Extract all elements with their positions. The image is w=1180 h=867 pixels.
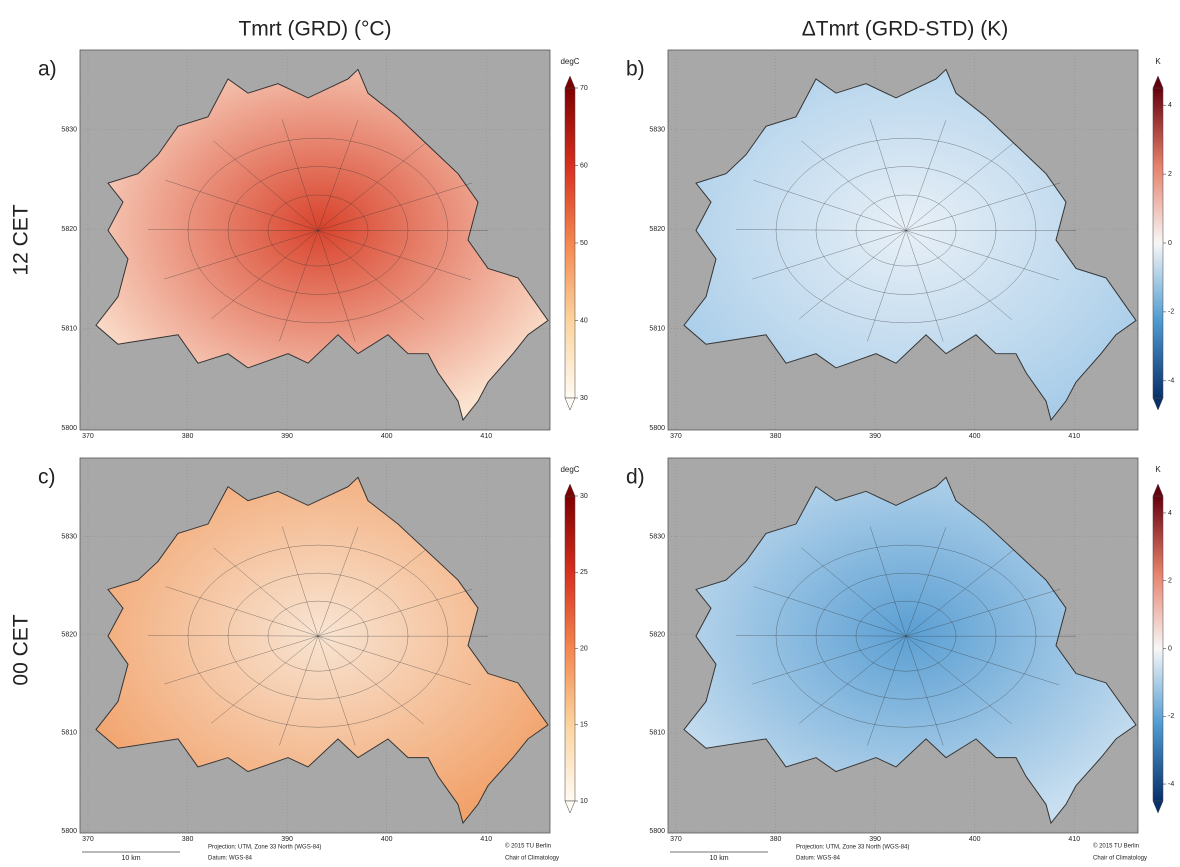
x-tick-label: 410 — [1068, 433, 1080, 440]
colorbar-tick-label: 60 — [580, 162, 588, 169]
panel-label: a) — [38, 58, 57, 81]
colorbar-tick-label: 40 — [580, 317, 588, 324]
y-tick-label: 5830 — [649, 533, 665, 540]
colorbar-unit: K — [1155, 57, 1161, 66]
colorbar-extend — [565, 484, 575, 496]
panel-label: c) — [38, 466, 56, 489]
column-title: ΔTmrt (GRD-STD) (K) — [802, 18, 1008, 41]
row-label: 12 CET — [10, 204, 33, 275]
colorbar — [1153, 88, 1163, 398]
row-label: 00 CET — [10, 614, 33, 685]
scale-label: 10 km — [709, 855, 728, 862]
y-tick-label: 5830 — [61, 126, 77, 133]
scale-label: 10 km — [121, 855, 140, 862]
y-tick-label: 5800 — [61, 425, 77, 432]
colorbar-tick-label: 30 — [580, 395, 588, 402]
y-tick-label: 5820 — [61, 632, 77, 639]
colorbar-tick-label: 30 — [580, 493, 588, 500]
colorbar-tick-label: -4 — [1168, 378, 1174, 385]
colorbar-tick-label: -2 — [1168, 309, 1174, 316]
colorbar-extend — [1153, 801, 1163, 813]
colorbar — [1153, 496, 1163, 801]
colorbar-unit: degC — [560, 465, 579, 474]
y-tick-label: 5810 — [61, 325, 77, 332]
y-tick-label: 5820 — [61, 226, 77, 233]
colorbar — [565, 88, 575, 398]
colorbar-tick-label: -4 — [1168, 781, 1174, 788]
x-tick-label: 370 — [82, 433, 94, 440]
x-tick-label: 370 — [670, 836, 682, 843]
colorbar-tick-label: 20 — [580, 645, 588, 652]
panel-label: b) — [626, 58, 645, 81]
y-tick-label: 5810 — [61, 730, 77, 737]
x-tick-label: 390 — [281, 836, 293, 843]
colorbar-extend — [565, 76, 575, 88]
x-tick-label: 380 — [182, 836, 194, 843]
y-tick-label: 5800 — [61, 828, 77, 835]
y-tick-label: 5830 — [61, 533, 77, 540]
x-tick-label: 390 — [869, 836, 881, 843]
projection: Projection: UTM, Zone 33 North (WGS-84) — [796, 845, 909, 851]
y-tick-label: 5820 — [649, 632, 665, 639]
x-tick-label: 400 — [969, 836, 981, 843]
y-tick-label: 5830 — [649, 126, 665, 133]
x-tick-label: 400 — [969, 433, 981, 440]
colorbar-tick-label: 25 — [580, 569, 588, 576]
y-tick-label: 5820 — [649, 226, 665, 233]
colorbar-tick-label: 2 — [1168, 578, 1172, 585]
colorbar-tick-label: -2 — [1168, 713, 1174, 720]
colorbar-extend — [565, 801, 575, 813]
institution: Chair of Climatology — [1093, 856, 1147, 862]
x-tick-label: 410 — [480, 433, 492, 440]
colorbar-tick-label: 4 — [1168, 102, 1172, 109]
copyright: © 2015 TU Berlin — [1093, 843, 1139, 850]
colorbar-tick-label: 0 — [1168, 240, 1172, 247]
colorbar-tick-label: 15 — [580, 722, 588, 729]
copyright: © 2015 TU Berlin — [505, 843, 551, 850]
x-tick-label: 400 — [381, 433, 393, 440]
colorbar-extend — [565, 398, 575, 410]
colorbar-extend — [1153, 398, 1163, 410]
datum: Datum: WGS-84 — [796, 856, 841, 862]
x-tick-label: 410 — [1068, 836, 1080, 843]
y-tick-label: 5800 — [649, 425, 665, 432]
colorbar — [565, 496, 575, 801]
x-tick-label: 390 — [869, 433, 881, 440]
colorbar-tick-label: 70 — [580, 85, 588, 92]
x-tick-label: 390 — [281, 433, 293, 440]
column-title: Tmrt (GRD) (°C) — [238, 18, 391, 41]
colorbar-tick-label: 2 — [1168, 171, 1172, 178]
x-tick-label: 370 — [82, 836, 94, 843]
x-tick-label: 370 — [670, 433, 682, 440]
x-tick-label: 380 — [770, 433, 782, 440]
colorbar-extend — [1153, 76, 1163, 88]
x-tick-label: 400 — [381, 836, 393, 843]
y-tick-label: 5810 — [649, 325, 665, 332]
colorbar-unit: K — [1155, 465, 1161, 474]
colorbar-unit: degC — [560, 57, 579, 66]
y-tick-label: 5800 — [649, 828, 665, 835]
institution: Chair of Climatology — [505, 856, 559, 862]
panel-label: d) — [626, 466, 645, 489]
colorbar-tick-label: 10 — [580, 798, 588, 805]
colorbar-tick-label: 0 — [1168, 645, 1172, 652]
colorbar-tick-label: 4 — [1168, 510, 1172, 517]
x-tick-label: 380 — [182, 433, 194, 440]
datum: Datum: WGS-84 — [208, 856, 253, 862]
colorbar-extend — [1153, 484, 1163, 496]
x-tick-label: 380 — [770, 836, 782, 843]
x-tick-label: 410 — [480, 836, 492, 843]
colorbar-tick-label: 50 — [580, 240, 588, 247]
projection: Projection: UTM, Zone 33 North (WGS-84) — [208, 845, 321, 851]
y-tick-label: 5810 — [649, 730, 665, 737]
figure: Tmrt (GRD) (°C) ΔTmrt (GRD-STD) (K) 12 C… — [0, 0, 1180, 867]
